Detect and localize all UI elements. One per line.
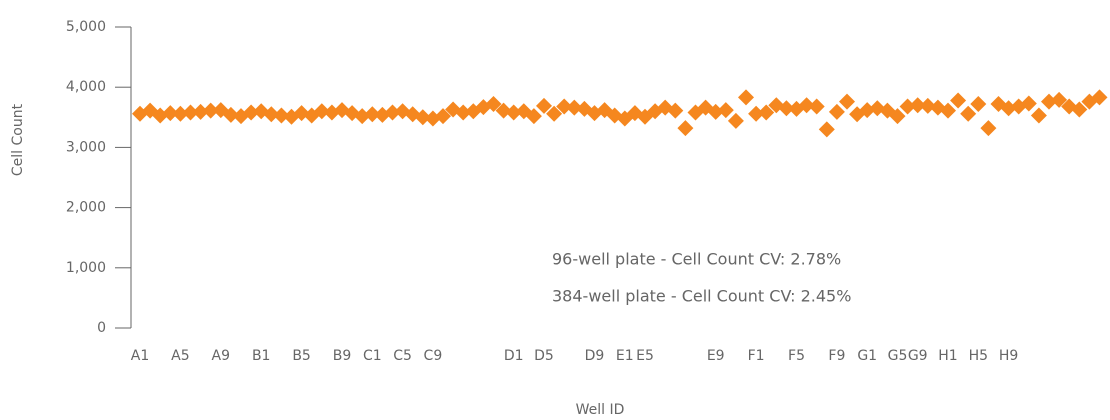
x-tick-label: F9 [828,348,845,364]
x-tick-label: G5 [888,348,908,364]
point [758,104,775,121]
x-tick-label: B1 [252,348,271,364]
y-tick-label: 0 [97,320,106,336]
x-tick-label: C1 [363,348,382,364]
x-tick-label: E1 [616,348,634,364]
point [919,97,936,114]
x-tick-label: D9 [585,348,605,364]
annotation: 384-well plate - Cell Count CV: 2.45% [552,287,851,306]
point [546,105,563,122]
point [828,103,845,120]
point [1041,93,1057,110]
y-tick-label: 3,000 [66,139,106,155]
y-tick-label: 5,000 [66,19,106,35]
point [566,99,583,116]
point [707,103,724,120]
point [435,108,451,125]
point [899,98,916,115]
x-tick-label: C9 [424,348,443,364]
point [859,102,876,119]
point [192,103,209,120]
point [556,98,573,115]
y-axis-label: Cell Count [10,103,26,176]
point [495,102,512,119]
point [1091,89,1108,106]
x-tick-label: H5 [969,348,988,364]
x-tick-label: E9 [707,348,725,364]
x-tick-label: H1 [938,348,957,364]
point [162,105,179,122]
x-tick-label: A5 [171,348,189,364]
point [717,102,734,119]
point [1051,91,1068,108]
x-tick-label: B9 [333,348,352,364]
y-tick-label: 1,000 [66,260,106,276]
point [455,104,472,121]
x-tick-label: G1 [857,348,877,364]
point [202,102,219,119]
x-tick-label: A9 [212,348,230,364]
point [778,100,795,117]
point [243,104,260,121]
point [940,102,956,119]
x-tick-label: A1 [131,348,149,364]
point [818,121,835,138]
point [748,105,765,122]
x-tick-label: E5 [636,348,654,364]
point [738,89,754,106]
y-tick-label: 2,000 [66,200,106,216]
point [980,120,997,137]
point [414,109,431,126]
point [182,104,199,121]
point [313,103,330,120]
point [1000,100,1017,117]
point [172,105,189,122]
point [1020,95,1037,112]
x-axis-label: Well ID [576,402,625,418]
point [667,102,684,119]
x-tick-label: B5 [292,348,311,364]
annotation: 96-well plate - Cell Count CV: 2.78% [552,250,841,269]
point [263,106,280,123]
point [970,96,987,113]
x-tick-label: F5 [788,348,805,364]
y-tick-label: 4,000 [66,79,106,95]
point [798,97,815,114]
point [677,120,694,137]
x-tick-label: D5 [534,348,554,364]
x-tick-label: C5 [393,348,412,364]
point [1071,101,1088,118]
point [354,108,371,125]
x-tick-label: G9 [908,348,928,364]
point [909,97,926,114]
point [889,108,906,125]
point [960,105,977,122]
point [222,106,239,123]
point [505,104,522,121]
x-tick-label: H9 [999,348,1018,364]
point [384,104,401,121]
point [950,92,967,109]
x-tick-label: F1 [748,348,765,364]
point [536,97,552,114]
point [839,93,855,110]
point [1030,107,1047,124]
point [364,106,381,123]
point [808,98,825,115]
point [485,96,502,113]
point [727,112,744,129]
point [525,108,542,125]
x-tick-label: D1 [504,348,524,364]
point [273,107,290,124]
